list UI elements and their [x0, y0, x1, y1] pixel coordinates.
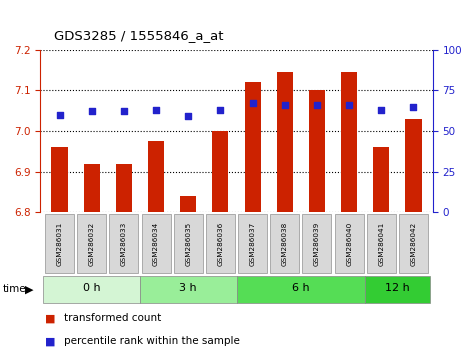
- Text: ▶: ▶: [25, 284, 34, 295]
- Point: [152, 107, 160, 113]
- Bar: [245, 82, 261, 212]
- FancyBboxPatch shape: [141, 214, 171, 273]
- FancyBboxPatch shape: [174, 214, 203, 273]
- Text: GSM286032: GSM286032: [89, 221, 95, 266]
- FancyBboxPatch shape: [302, 214, 332, 273]
- FancyBboxPatch shape: [367, 214, 396, 273]
- Text: percentile rank within the sample: percentile rank within the sample: [64, 336, 240, 346]
- Text: time: time: [2, 284, 26, 295]
- Text: transformed count: transformed count: [64, 313, 161, 323]
- Bar: [148, 141, 164, 212]
- Bar: [84, 164, 100, 212]
- Text: GSM286033: GSM286033: [121, 221, 127, 266]
- Text: 6 h: 6 h: [292, 283, 310, 293]
- Text: GSM286041: GSM286041: [378, 221, 384, 266]
- FancyBboxPatch shape: [365, 276, 429, 303]
- Text: 0 h: 0 h: [83, 283, 100, 293]
- FancyBboxPatch shape: [109, 214, 138, 273]
- Bar: [277, 72, 293, 212]
- Text: ■: ■: [45, 313, 55, 323]
- Point: [281, 102, 289, 108]
- Text: GSM286042: GSM286042: [411, 221, 417, 266]
- FancyBboxPatch shape: [206, 214, 235, 273]
- Text: GSM286037: GSM286037: [250, 221, 255, 266]
- Bar: [405, 119, 421, 212]
- Point: [249, 101, 256, 106]
- FancyBboxPatch shape: [77, 214, 106, 273]
- FancyBboxPatch shape: [140, 276, 236, 303]
- Point: [345, 102, 353, 108]
- Point: [120, 109, 128, 114]
- Text: ■: ■: [45, 336, 55, 346]
- Text: GSM286031: GSM286031: [56, 221, 62, 266]
- FancyBboxPatch shape: [399, 214, 428, 273]
- Text: GSM286035: GSM286035: [185, 221, 191, 266]
- FancyBboxPatch shape: [44, 276, 140, 303]
- Point: [410, 104, 417, 109]
- Bar: [309, 90, 325, 212]
- FancyBboxPatch shape: [335, 214, 364, 273]
- Point: [56, 112, 63, 118]
- Text: GSM286040: GSM286040: [346, 221, 352, 266]
- Point: [217, 107, 224, 113]
- Text: 12 h: 12 h: [385, 283, 410, 293]
- Bar: [180, 196, 196, 212]
- Bar: [116, 164, 132, 212]
- FancyBboxPatch shape: [238, 214, 267, 273]
- Point: [313, 102, 321, 108]
- Bar: [373, 147, 389, 212]
- Text: GDS3285 / 1555846_a_at: GDS3285 / 1555846_a_at: [54, 29, 224, 42]
- Text: GSM286038: GSM286038: [282, 221, 288, 266]
- Text: GSM286039: GSM286039: [314, 221, 320, 266]
- Bar: [212, 131, 228, 212]
- Point: [88, 109, 96, 114]
- Bar: [52, 147, 68, 212]
- Text: GSM286036: GSM286036: [218, 221, 223, 266]
- FancyBboxPatch shape: [270, 214, 299, 273]
- Point: [184, 114, 192, 119]
- Bar: [341, 72, 357, 212]
- Text: 3 h: 3 h: [179, 283, 197, 293]
- Text: GSM286034: GSM286034: [153, 221, 159, 266]
- Point: [377, 107, 385, 113]
- FancyBboxPatch shape: [45, 214, 74, 273]
- FancyBboxPatch shape: [236, 276, 365, 303]
